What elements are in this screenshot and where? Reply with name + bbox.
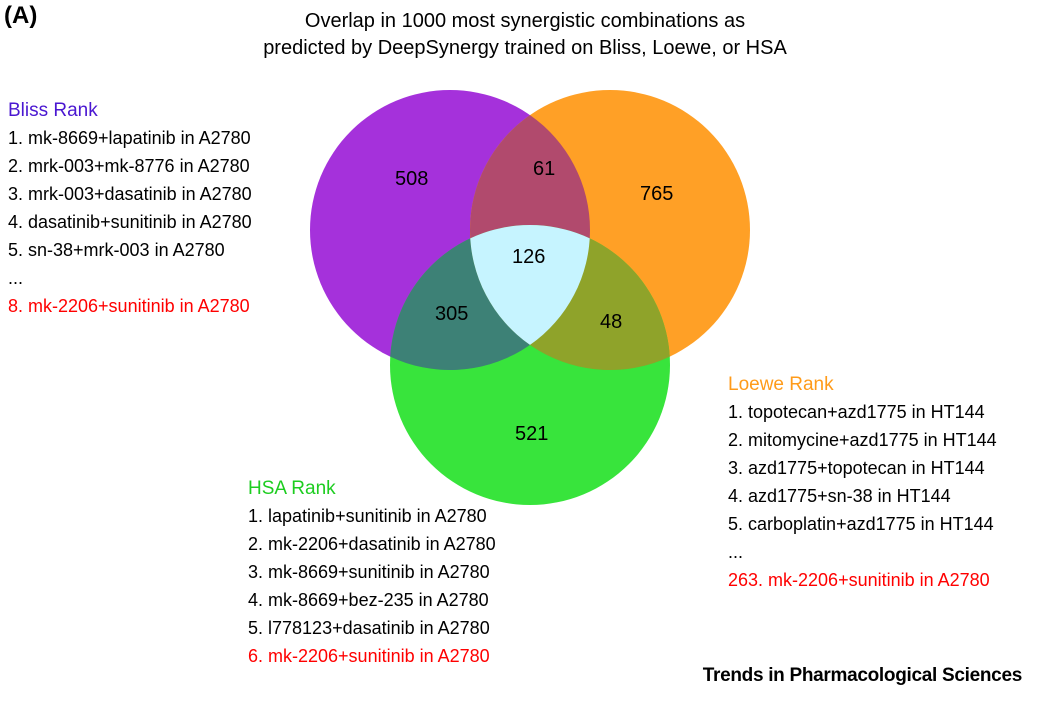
figure-title: Overlap in 1000 most synergistic combina… <box>0 8 1050 62</box>
venn-value-bliss-only: 508 <box>395 168 428 190</box>
rank-item: ... <box>728 539 997 567</box>
title-line2: predicted by DeepSynergy trained on Blis… <box>263 37 787 59</box>
rank-item: 4. mk-8669+bez-235 in A2780 <box>248 587 496 615</box>
loewe-rank-block: Loewe Rank 1. topotecan+azd1775 in HT144… <box>728 370 997 595</box>
title-line1: Overlap in 1000 most synergistic combina… <box>305 10 745 32</box>
rank-item: 3. mrk-003+dasatinib in A2780 <box>8 181 252 209</box>
rank-item: 2. mk-2206+dasatinib in A2780 <box>248 531 496 559</box>
rank-item: 5. carboplatin+azd1775 in HT144 <box>728 511 997 539</box>
rank-item: 3. mk-8669+sunitinib in A2780 <box>248 559 496 587</box>
hsa-rank-highlight: 6. mk-2206+sunitinib in A2780 <box>248 643 496 671</box>
hsa-rank-block: HSA Rank 1. lapatinib+sunitinib in A2780… <box>248 474 496 671</box>
journal-credit: Trends in Pharmacological Sciences <box>703 665 1022 687</box>
rank-item: 5. l778123+dasatinib in A2780 <box>248 615 496 643</box>
hsa-rank-items: 1. lapatinib+sunitinib in A27802. mk-220… <box>248 503 496 642</box>
hsa-rank-header: HSA Rank <box>248 474 496 503</box>
venn-value-bliss-loewe: 61 <box>533 158 555 180</box>
venn-value-loewe-hsa: 48 <box>600 311 622 333</box>
rank-item: 1. lapatinib+sunitinib in A2780 <box>248 503 496 531</box>
rank-item: 3. azd1775+topotecan in HT144 <box>728 455 997 483</box>
bliss-rank-header: Bliss Rank <box>8 96 252 125</box>
rank-item: 1. topotecan+azd1775 in HT144 <box>728 399 997 427</box>
loewe-rank-highlight: 263. mk-2206+sunitinib in A2780 <box>728 567 997 595</box>
venn-value-loewe-only: 765 <box>640 183 673 205</box>
bliss-rank-block: Bliss Rank 1. mk-8669+lapatinib in A2780… <box>8 96 252 321</box>
loewe-rank-items: 1. topotecan+azd1775 in HT1442. mitomyci… <box>728 399 997 566</box>
rank-item: 2. mitomycine+azd1775 in HT144 <box>728 427 997 455</box>
rank-item: 4. azd1775+sn-38 in HT144 <box>728 483 997 511</box>
bliss-rank-items: 1. mk-8669+lapatinib in A27802. mrk-003+… <box>8 125 252 292</box>
venn-value-hsa-only: 521 <box>515 423 548 445</box>
venn-diagram: 508 765 521 61 305 48 126 <box>290 80 760 515</box>
rank-item: 4. dasatinib+sunitinib in A2780 <box>8 209 252 237</box>
rank-item: 5. sn-38+mrk-003 in A2780 <box>8 237 252 265</box>
loewe-rank-header: Loewe Rank <box>728 370 997 399</box>
rank-item: 1. mk-8669+lapatinib in A2780 <box>8 125 252 153</box>
bliss-rank-highlight: 8. mk-2206+sunitinib in A2780 <box>8 293 252 321</box>
venn-svg: 508 765 521 61 305 48 126 <box>290 80 760 510</box>
rank-item: 2. mrk-003+mk-8776 in A2780 <box>8 153 252 181</box>
venn-value-center: 126 <box>512 246 545 268</box>
venn-value-bliss-hsa: 305 <box>435 303 468 325</box>
rank-item: ... <box>8 265 252 293</box>
